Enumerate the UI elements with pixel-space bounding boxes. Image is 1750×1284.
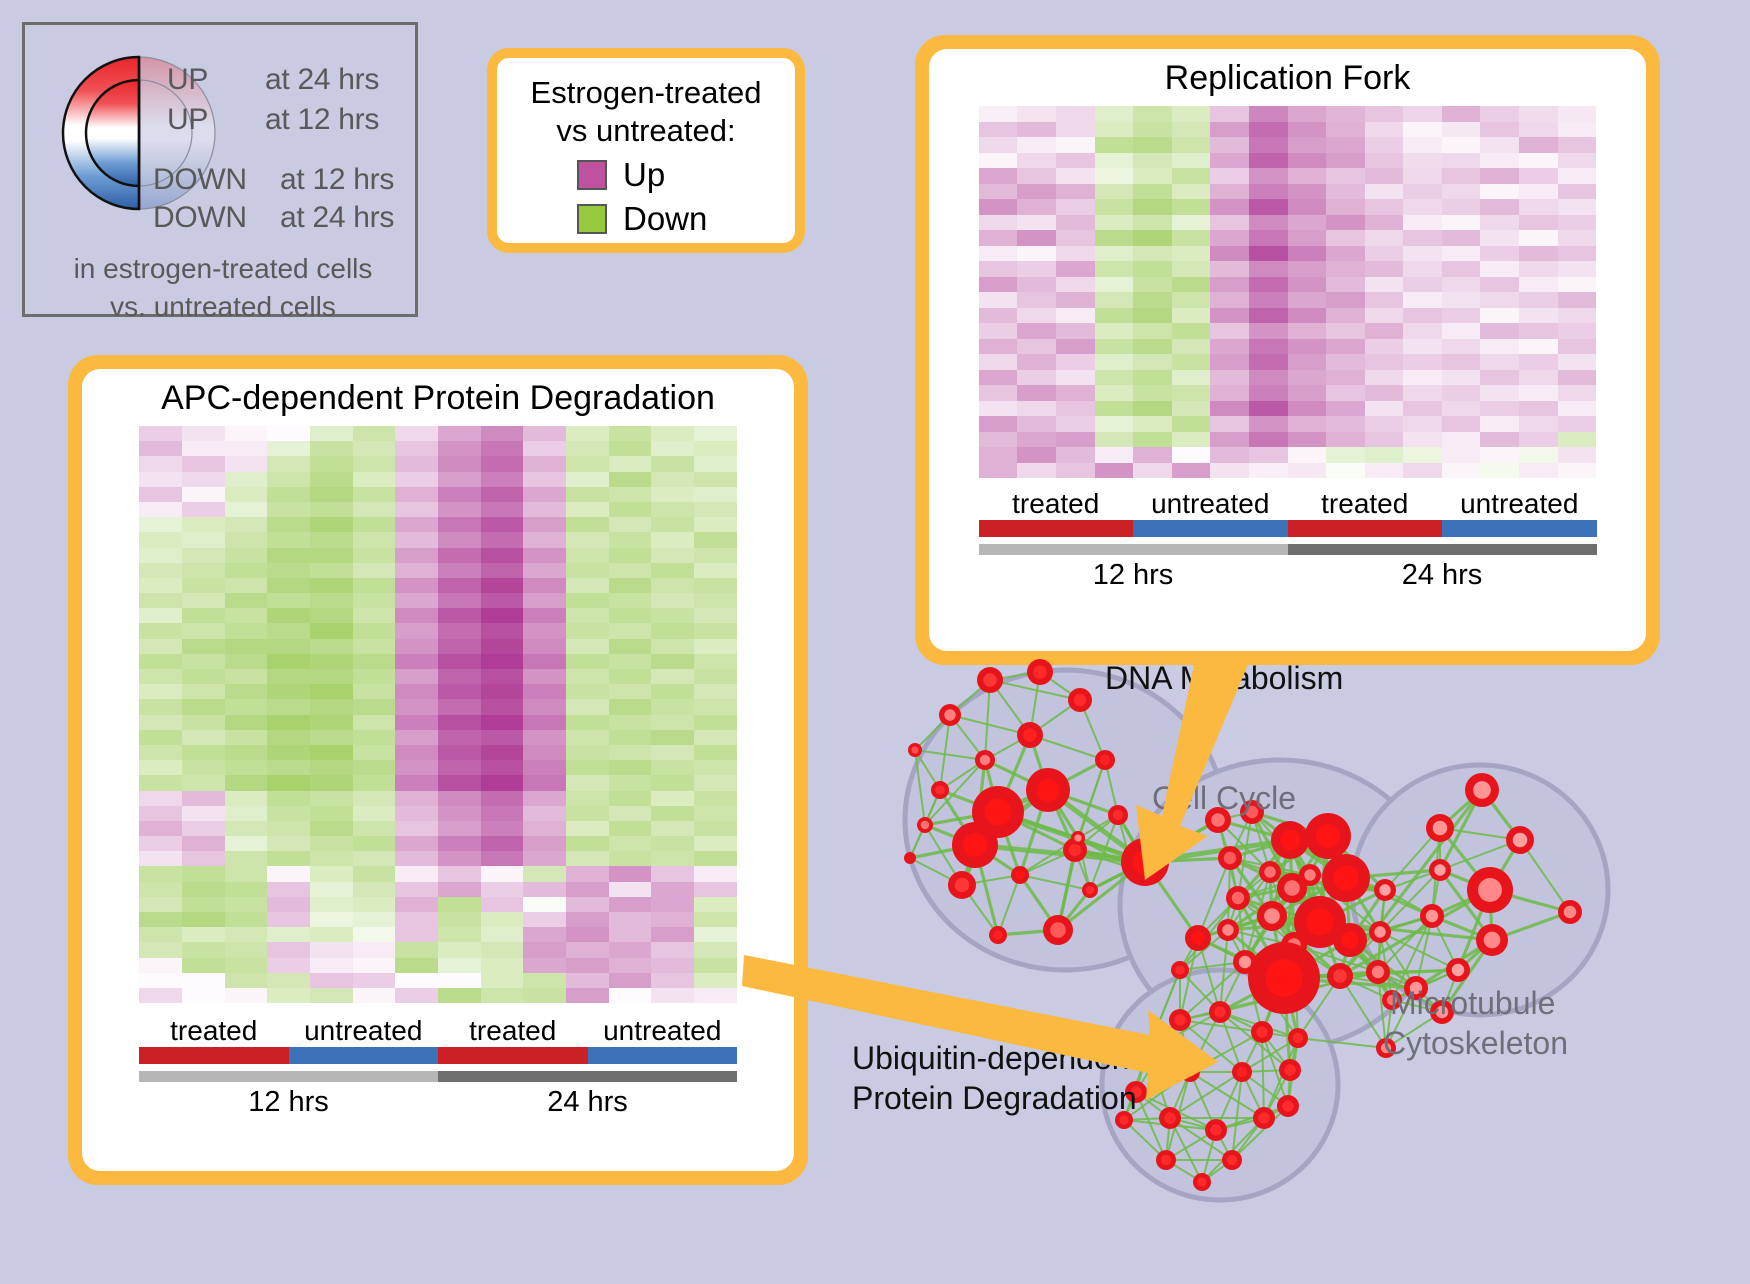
legend-label-up: Up — [623, 156, 666, 193]
down-color-swatch — [577, 204, 607, 234]
panel-replication-fork: Replication Fork treated untreated treat… — [915, 35, 1660, 665]
panel-apc-degradation: APC-dependent Protein Degradation treate… — [68, 355, 808, 1185]
panel-replication-fork-inner: Replication Fork treated untreated treat… — [929, 49, 1646, 651]
time-bar-12hrs — [139, 1071, 438, 1083]
heatmap-replication-fork — [978, 106, 1597, 478]
sample-label-0: treated — [1012, 488, 1100, 519]
sample-bar-treated-24 — [438, 1047, 588, 1065]
sample-labels-replication-fork: treated untreated treated untreated — [979, 488, 1597, 520]
sample-bar-untreated-12 — [288, 1047, 438, 1065]
legend-title-line2: vs untreated: — [556, 113, 736, 148]
time-color-bar-replication-fork — [978, 544, 1597, 555]
color-key-box: UP at 24 hrs UP at 12 hrs DOWN at 12 hrs… — [22, 22, 418, 322]
key-time-3: at 24 hrs — [280, 201, 395, 234]
up-color-swatch — [577, 160, 607, 190]
key-state-1: UP — [167, 103, 209, 136]
time-labels-replication-fork: 12 hrs 24 hrs — [979, 559, 1597, 592]
legend-title: Estrogen-treated vs untreated: — [507, 74, 785, 150]
key-state-3: DOWN — [153, 201, 247, 234]
legend-label-down: Down — [623, 200, 708, 237]
network-svg — [902, 659, 1611, 1203]
sample-bar-untreated-24 — [587, 1047, 737, 1065]
pathway-network-diagram: DNA Metabolism Cell Cycle Microtubule Cy… — [852, 640, 1750, 1279]
legend-item-down: Down — [577, 200, 785, 238]
key-state-2: DOWN — [153, 163, 247, 196]
time-label-12hrs: 12 hrs — [248, 1086, 329, 1119]
sample-label-3: untreated — [1460, 488, 1579, 519]
up-down-legend-box: Estrogen-treated vs untreated: Up Down — [487, 48, 805, 253]
time-bar-24hrs — [438, 1071, 737, 1083]
key-time-1: at 12 hrs — [265, 103, 380, 136]
sample-color-bar-replication-fork — [978, 520, 1597, 537]
sample-label-3: untreated — [603, 1015, 722, 1047]
sample-bar-treated-12 — [978, 520, 1133, 537]
legend-title-line1: Estrogen-treated — [530, 75, 762, 110]
cluster-label-ubiquitin-2: Protein Degradation — [852, 1080, 1137, 1116]
time-bar-24hrs — [1287, 544, 1597, 555]
key-time-2: at 12 hrs — [280, 163, 395, 196]
color-key-footer-line2: vs. untreated cells — [110, 291, 336, 322]
legend-item-up: Up — [577, 156, 785, 194]
up-down-disc-icon — [61, 55, 216, 211]
time-label-24hrs: 24 hrs — [1401, 559, 1483, 591]
color-key-footer-line1: in estrogen-treated cells — [73, 253, 373, 284]
sample-label-2: treated — [1321, 488, 1409, 519]
sample-bar-treated-12 — [139, 1047, 289, 1065]
sample-color-bar-apc — [139, 1047, 737, 1065]
panel-title-replication-fork: Replication Fork — [1164, 59, 1411, 97]
sample-label-2: treated — [469, 1015, 557, 1047]
key-state-0: UP — [167, 63, 209, 96]
time-label-12hrs: 12 hrs — [1092, 559, 1174, 591]
network-nodes — [904, 659, 1582, 1191]
cluster-label-dna-metabolism: DNA Metabolism — [1105, 660, 1344, 696]
key-time-0: at 24 hrs — [265, 63, 380, 96]
cluster-label-cytoskeleton: Cytoskeleton — [1383, 1025, 1568, 1061]
time-label-24hrs: 24 hrs — [547, 1086, 628, 1119]
sample-bar-treated-24 — [1287, 520, 1442, 537]
time-labels-apc: 12 hrs 24 hrs — [139, 1086, 737, 1119]
time-bar-12hrs — [978, 544, 1288, 555]
panel-apc-inner: APC-dependent Protein Degradation treate… — [82, 369, 794, 1171]
sample-label-1: untreated — [304, 1015, 423, 1047]
legend-inner: Estrogen-treated vs untreated: Up Down — [497, 58, 795, 243]
sample-bar-untreated-12 — [1133, 520, 1288, 537]
time-color-bar-apc — [139, 1071, 737, 1083]
heatmap-apc-degradation — [139, 426, 737, 1004]
sample-labels-apc: treated untreated treated untreated — [139, 1015, 737, 1047]
sample-bar-untreated-24 — [1442, 520, 1597, 537]
color-key-footer: in estrogen-treated cells vs. untreated … — [25, 250, 421, 326]
sample-label-1: untreated — [1151, 488, 1270, 519]
cluster-label-cell-cycle: Cell Cycle — [1152, 780, 1297, 816]
panel-title-apc: APC-dependent Protein Degradation — [161, 379, 715, 417]
cluster-label-ubiquitin-1: Ubiquitin-dependent — [852, 1040, 1139, 1076]
cluster-label-microtubule: Microtubule — [1390, 985, 1556, 1021]
sample-label-0: treated — [170, 1015, 258, 1047]
